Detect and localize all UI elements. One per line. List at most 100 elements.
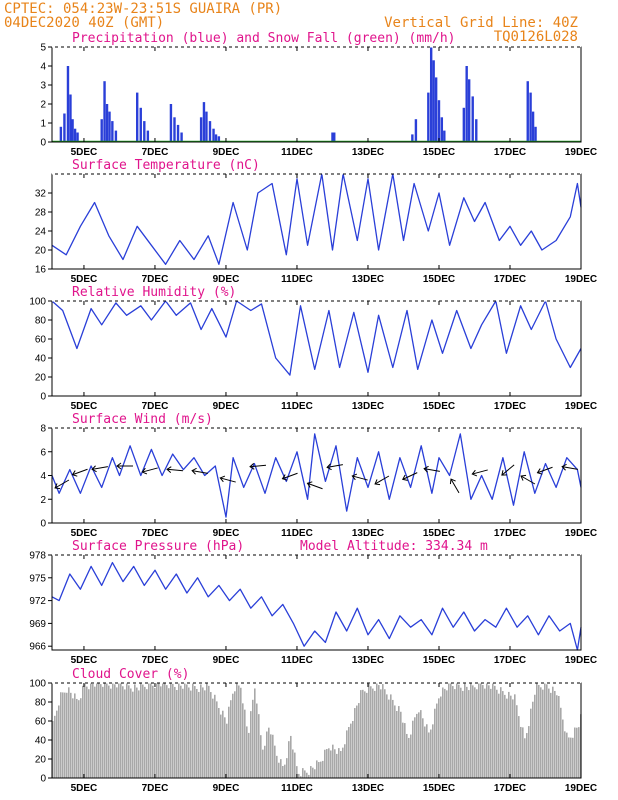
cloud-bar [150, 683, 152, 778]
cloud-bar [460, 687, 462, 778]
pressure-ytick-label: 969 [29, 619, 46, 630]
cloud-bar [230, 700, 232, 778]
temperature-ytick-label: 24 [35, 227, 47, 238]
wind-arrow-icon [281, 472, 298, 481]
cloud-bar [434, 708, 436, 778]
precip-bar [59, 126, 63, 142]
cloud-bar [340, 751, 342, 778]
cloud-bar [572, 737, 574, 778]
pressure-xtick-label: 15DEC [423, 655, 455, 666]
cloud-bar [432, 724, 434, 778]
wind-arrow-icon [374, 475, 390, 486]
precip-bar [69, 94, 72, 142]
wind-xtick-label: 19DEC [565, 528, 597, 539]
pressure-panel: Surface Pressure (hPa) Model Altitude: 33… [29, 539, 597, 666]
cloud-ytick-label: 100 [29, 679, 46, 690]
precip-xtick-label: 17DEC [494, 147, 526, 158]
cloud-bar [560, 707, 562, 778]
cloud-bar [464, 683, 466, 778]
cloud-bar [446, 690, 448, 778]
header-grid-note: Vertical Grid Line: 40Z [384, 15, 578, 31]
wind-arrow-icon [166, 466, 184, 474]
wind-arrow-icon [306, 481, 323, 490]
cloud-bar [354, 708, 356, 778]
precip-bar [411, 134, 414, 142]
cloud-bar [502, 691, 504, 778]
cloud-bar [486, 683, 488, 778]
cloud-bar [362, 689, 364, 778]
cloud-bar [306, 772, 308, 778]
pressure-xtick-label: 9DEC [213, 655, 240, 666]
temperature-xtick-label: 13DEC [352, 274, 384, 285]
cloud-bar [516, 705, 518, 778]
precip-bar [212, 128, 215, 142]
cloud-bar [180, 685, 182, 778]
cloud-bar [426, 724, 428, 778]
cloud-bar [290, 735, 292, 778]
cloud-bar [412, 720, 414, 778]
cloud-bar [226, 723, 228, 778]
cloud-bar [78, 700, 80, 778]
precip-bar [66, 66, 70, 142]
cloud-bar [184, 683, 186, 778]
cloud-bar [510, 695, 512, 778]
cloud-bar [198, 691, 200, 778]
cloud-bar [270, 734, 272, 778]
cloud-bar [286, 758, 288, 778]
cloud-bar [196, 688, 198, 778]
cloud-bar [294, 752, 296, 778]
precip-bar [214, 134, 218, 142]
precip-bar [443, 130, 446, 142]
cloud-bar [194, 686, 196, 778]
wind-arrow-icon [249, 462, 267, 470]
temperature-ytick-label: 16 [35, 265, 47, 276]
cloud-bar [104, 683, 106, 778]
cloud-bar [454, 689, 456, 778]
header-station: CPTEC: 054:23W-23:51S GUAIRA (PR) [4, 1, 282, 17]
cloud-bar [280, 759, 282, 778]
precip-bar [471, 96, 474, 142]
cloud-bar [338, 748, 340, 778]
pressure-ytick-label: 972 [29, 596, 46, 607]
cloud-bar [84, 683, 86, 778]
cloud-bar [88, 689, 90, 778]
cloud-bar [248, 732, 250, 778]
cloud-bar [136, 687, 138, 778]
cloud-bar [172, 683, 174, 778]
precip-xtick-label: 19DEC [565, 147, 597, 158]
precip-bar [414, 119, 418, 142]
precip-bar [136, 92, 139, 142]
cloud-bar [450, 683, 452, 778]
precip-xtick-label: 9DEC [213, 147, 240, 158]
cloud-bar [496, 689, 498, 778]
precip-bar [475, 119, 478, 142]
pressure-series-line [51, 561, 582, 651]
cloud-bar [244, 709, 246, 778]
cloud-bar [530, 708, 532, 778]
cloud-bar [364, 691, 366, 778]
cloud-bar [468, 690, 470, 778]
cloud-bar [374, 690, 376, 778]
cloud-bar [182, 688, 184, 778]
cloud-bar [538, 685, 540, 778]
cloud-bar [534, 694, 536, 778]
cloud-bar [408, 737, 410, 778]
cloud-bar [178, 683, 180, 778]
cloud-bar [402, 722, 404, 778]
cloud-bar [528, 726, 530, 778]
wind-ytick-label: 4 [40, 471, 46, 482]
cloud-xtick-label: 15DEC [423, 783, 455, 794]
wind-xtick-label: 9DEC [213, 528, 240, 539]
humidity-title: Relative Humidity (%) [72, 285, 236, 300]
temperature-xtick-label: 7DEC [142, 274, 169, 285]
precip-bar [111, 121, 114, 142]
precip-bar [176, 124, 180, 142]
cloud-bar [522, 727, 524, 778]
cloud-bar [544, 683, 546, 778]
wind-arrow-icon [91, 465, 108, 473]
cloud-bar [206, 683, 208, 778]
wind-arrow-icon [191, 467, 208, 475]
cloud-bar [94, 686, 96, 778]
cloud-bar [80, 698, 82, 778]
precip-xtick-label: 13DEC [352, 147, 384, 158]
